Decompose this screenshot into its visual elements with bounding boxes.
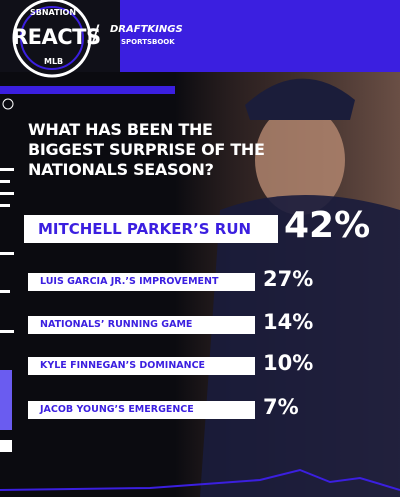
result-label: KYLE FINNEGAN’S DOMINANCE (28, 357, 255, 375)
result-percent: 10% (263, 351, 314, 375)
question-line: BIGGEST SURPRISE OF THE (28, 140, 265, 159)
brand-main: REACTS (12, 25, 101, 49)
result-percent: 14% (263, 310, 314, 334)
question-line: WHAT HAS BEEN THE (28, 120, 213, 139)
result-label: NATIONALS’ RUNNING GAME (28, 316, 255, 334)
brand-bottom: MLB (44, 57, 64, 66)
result-percent: 42% (284, 205, 371, 246)
brand-top: SBNATION (30, 8, 77, 17)
result-label: LUIS GARCIA JR.’S IMPROVEMENT (28, 273, 255, 291)
result-label: MITCHELL PARKER’S RUN (24, 215, 278, 243)
sponsor: DRAFTKINGS (110, 24, 183, 35)
question-line: NATIONALS SEASON? (28, 160, 214, 179)
result-percent: 27% (263, 267, 314, 291)
result-percent: 7% (263, 395, 299, 419)
result-label: JACOB YOUNG’S EMERGENCE (28, 401, 255, 419)
sponsor-sub: SPORTSBOOK (121, 38, 175, 46)
separator: / (92, 22, 100, 47)
